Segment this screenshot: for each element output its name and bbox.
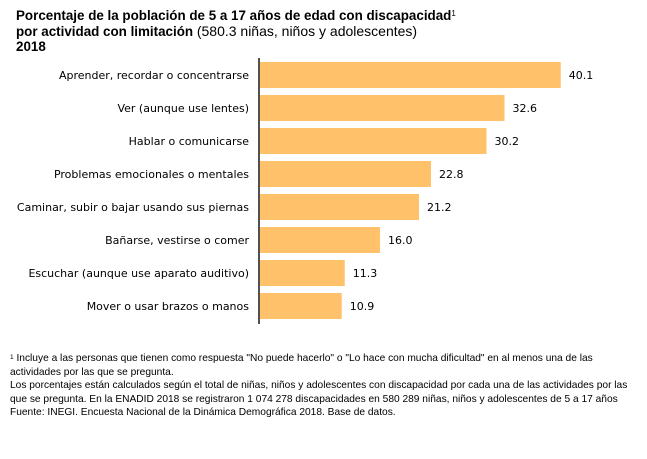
category-label: Hablar o comunicarse — [129, 135, 250, 148]
value-label: 30.2 — [495, 135, 520, 148]
bar — [260, 95, 505, 121]
bar — [260, 128, 487, 154]
value-label: 22.8 — [439, 168, 464, 181]
chart-title: Porcentaje de la población de 5 a 17 año… — [16, 8, 636, 55]
value-label: 16.0 — [388, 234, 413, 247]
footnote-source: Fuente: INEGI. Encuesta Nacional de la D… — [10, 407, 396, 419]
title-footnote-mark: 1 — [451, 9, 456, 18]
category-label: Mover o usar brazos o manos — [87, 300, 250, 313]
category-label: Escuchar (aunque use aparato auditivo) — [28, 267, 249, 280]
title-subtitle-bold: por actividad con limitación — [16, 23, 194, 39]
bar — [260, 293, 342, 319]
bars-layer — [260, 62, 561, 319]
value-label: 21.2 — [427, 201, 452, 214]
footnote-1-text: Incluye a las personas que tienen como r… — [10, 353, 593, 378]
footnote-1-mark: 1 — [10, 354, 14, 361]
value-labels: 40.1 32.6 30.2 22.8 21.2 16.0 11.3 10.9 — [350, 69, 594, 313]
bar — [260, 227, 380, 253]
value-label: 40.1 — [569, 69, 594, 82]
footnote-methodology: Los porcentajes están calculados según e… — [10, 380, 628, 405]
bar-chart: Aprender, recordar o concentrarse Ver (au… — [17, 58, 594, 324]
bar — [260, 260, 345, 286]
category-label: Problemas emocionales o mentales — [54, 168, 249, 181]
title-year: 2018 — [16, 39, 46, 54]
title-main: Porcentaje de la población de 5 a 17 año… — [16, 8, 452, 23]
category-label: Bañarse, vestirse o comer — [105, 234, 249, 247]
value-label: 10.9 — [350, 300, 375, 313]
bar — [260, 161, 431, 187]
title-subtitle-count: (580.3 niñas, niños y adolescentes) — [196, 22, 418, 39]
value-label: 32.6 — [513, 102, 538, 115]
footnote-1: 1 Incluye a las personas que tienen como… — [10, 352, 635, 379]
category-labels: Aprender, recordar o concentrarse Ver (au… — [17, 69, 250, 313]
value-label: 11.3 — [353, 267, 378, 280]
footnotes: 1 Incluye a las personas que tienen como… — [10, 352, 635, 420]
category-label: Ver (aunque use lentes) — [117, 102, 249, 115]
bar — [260, 62, 561, 88]
category-label: Caminar, subir o bajar usando sus pierna… — [17, 201, 249, 214]
bar — [260, 194, 419, 220]
category-label: Aprender, recordar o concentrarse — [59, 69, 249, 82]
